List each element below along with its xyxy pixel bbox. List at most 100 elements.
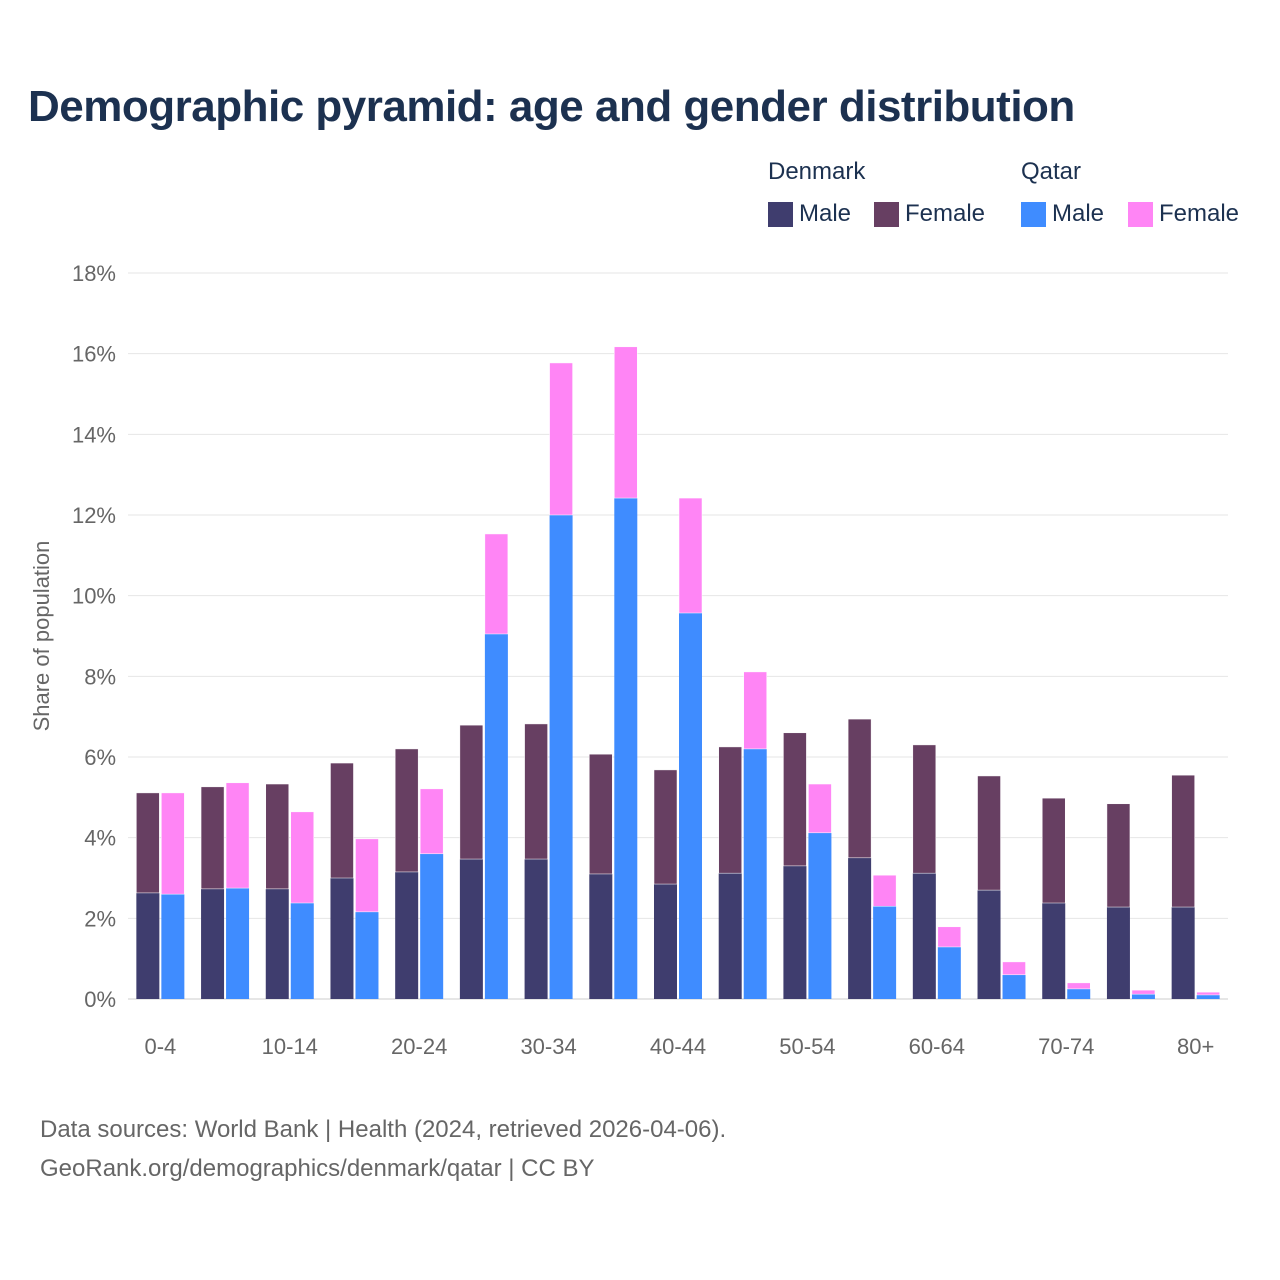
bar-denmark-male: [912, 873, 936, 999]
x-tick-label: 50-54: [779, 1034, 835, 1059]
bar-denmark-male: [395, 871, 419, 999]
bar-denmark-male: [654, 884, 677, 999]
bar-qatar-female: [808, 783, 832, 834]
bar-qatar-female: [872, 874, 897, 907]
legend-swatch: [768, 201, 793, 227]
legend-label: Male: [1052, 200, 1105, 227]
bar-qatar-female: [743, 671, 767, 750]
source-note: Data sources: World Bank | Health (2024,…: [40, 1116, 727, 1143]
bar-qatar-male: [937, 946, 961, 999]
bar-denmark-male: [589, 873, 613, 999]
y-tick-label: 0%: [84, 987, 116, 1012]
bar-denmark-female: [718, 746, 742, 874]
y-tick-label: 2%: [84, 906, 116, 931]
legend-denmark-male[interactable]: Male: [768, 200, 851, 228]
y-tick-label: 18%: [72, 261, 116, 286]
legend-swatch: [1021, 201, 1046, 227]
bar-denmark-male: [1171, 907, 1195, 999]
x-tick-label: 60-64: [909, 1034, 965, 1059]
bar-qatar-male: [484, 633, 508, 999]
bar-qatar-female: [355, 838, 379, 913]
bar-denmark-female: [459, 724, 484, 860]
bar-qatar-female: [1196, 991, 1220, 996]
legend-label: Female: [905, 200, 986, 227]
bar-denmark-female: [200, 786, 225, 890]
bar-denmark-female: [653, 769, 678, 885]
bar-denmark-male: [783, 865, 807, 999]
bar-qatar-male: [226, 888, 250, 999]
bar-denmark-female: [265, 783, 290, 890]
y-tick-label: 16%: [72, 342, 116, 367]
bar-denmark-female: [912, 744, 937, 874]
bar-denmark-female: [977, 775, 1001, 891]
bar-denmark-male: [330, 878, 354, 999]
x-tick-label: 0-4: [144, 1034, 176, 1059]
bar-denmark-female: [394, 748, 419, 873]
legend-group-denmark: Denmark: [768, 158, 866, 185]
bar-qatar-male: [1002, 974, 1026, 999]
x-tick-label: 30-34: [520, 1034, 576, 1059]
legend-qatar-female[interactable]: Female: [1128, 200, 1239, 228]
y-tick-label: 4%: [84, 826, 116, 851]
bar-qatar-female: [225, 782, 250, 889]
bar-denmark-male: [1106, 907, 1130, 999]
y-tick-label: 8%: [84, 664, 116, 689]
bar-qatar-male: [1067, 988, 1091, 999]
bar-qatar-female: [1066, 982, 1091, 990]
legend-label: Female: [1159, 200, 1240, 227]
bar-qatar-male: [161, 894, 185, 999]
bar-qatar-male: [355, 911, 379, 999]
bar-denmark-female: [589, 753, 613, 875]
legend-swatch: [874, 201, 899, 227]
legend-swatch: [1128, 201, 1153, 227]
legend-label: Male: [799, 200, 852, 227]
x-tick-label: 40-44: [650, 1034, 706, 1059]
bar-qatar-male: [549, 515, 573, 999]
bar-denmark-female: [1106, 803, 1131, 908]
bar-qatar-female: [937, 926, 962, 948]
bar-denmark-female: [783, 732, 807, 867]
bar-qatar-male: [873, 906, 897, 999]
x-tick-label: 80+: [1177, 1034, 1214, 1059]
bar-denmark-female: [136, 792, 160, 894]
bar-qatar-female: [1002, 961, 1026, 976]
bar-qatar-female: [614, 346, 638, 499]
bar-denmark-male: [459, 859, 483, 999]
bar-qatar-male: [743, 748, 767, 999]
bar-qatar-male: [808, 832, 832, 999]
bar-denmark-female: [330, 762, 354, 879]
bar-qatar-female: [419, 788, 444, 855]
bar-denmark-male: [524, 859, 548, 999]
bar-qatar-female: [549, 362, 573, 516]
bar-denmark-female: [1041, 797, 1066, 904]
bar-denmark-male: [848, 857, 872, 999]
bar-denmark-female: [1171, 774, 1195, 908]
bar-qatar-male: [290, 903, 314, 999]
x-tick-label: 70-74: [1038, 1034, 1094, 1059]
bar-denmark-female: [524, 723, 548, 860]
bar-qatar-male: [1131, 994, 1155, 999]
bar-denmark-female: [847, 718, 872, 859]
legend-group-qatar: Qatar: [1021, 158, 1082, 185]
y-tick-label: 6%: [84, 745, 116, 770]
bar-denmark-male: [265, 888, 289, 999]
x-tick-label: 20-24: [391, 1034, 447, 1059]
legend-qatar-male[interactable]: Male: [1021, 200, 1104, 228]
y-tick-label: 12%: [72, 503, 116, 528]
source-url: GeoRank.org/demographics/denmark/qatar |…: [40, 1155, 595, 1182]
y-tick-label: 14%: [72, 422, 116, 447]
bar-denmark-male: [136, 892, 160, 999]
bar-qatar-male: [420, 853, 444, 999]
x-tick-label: 10-14: [262, 1034, 318, 1059]
bar-denmark-male: [1042, 903, 1066, 999]
bar-qatar-female: [1131, 989, 1156, 995]
bar-qatar-female: [484, 533, 509, 635]
legend-denmark-female[interactable]: Female: [874, 200, 985, 228]
bar-denmark-male: [201, 888, 225, 999]
bar-qatar-male: [679, 613, 702, 999]
chart-title: Demographic pyramid: age and gender dist…: [28, 82, 1075, 131]
bar-qatar-female: [678, 497, 703, 614]
bar-qatar-female: [290, 811, 315, 904]
bar-denmark-male: [718, 873, 742, 999]
